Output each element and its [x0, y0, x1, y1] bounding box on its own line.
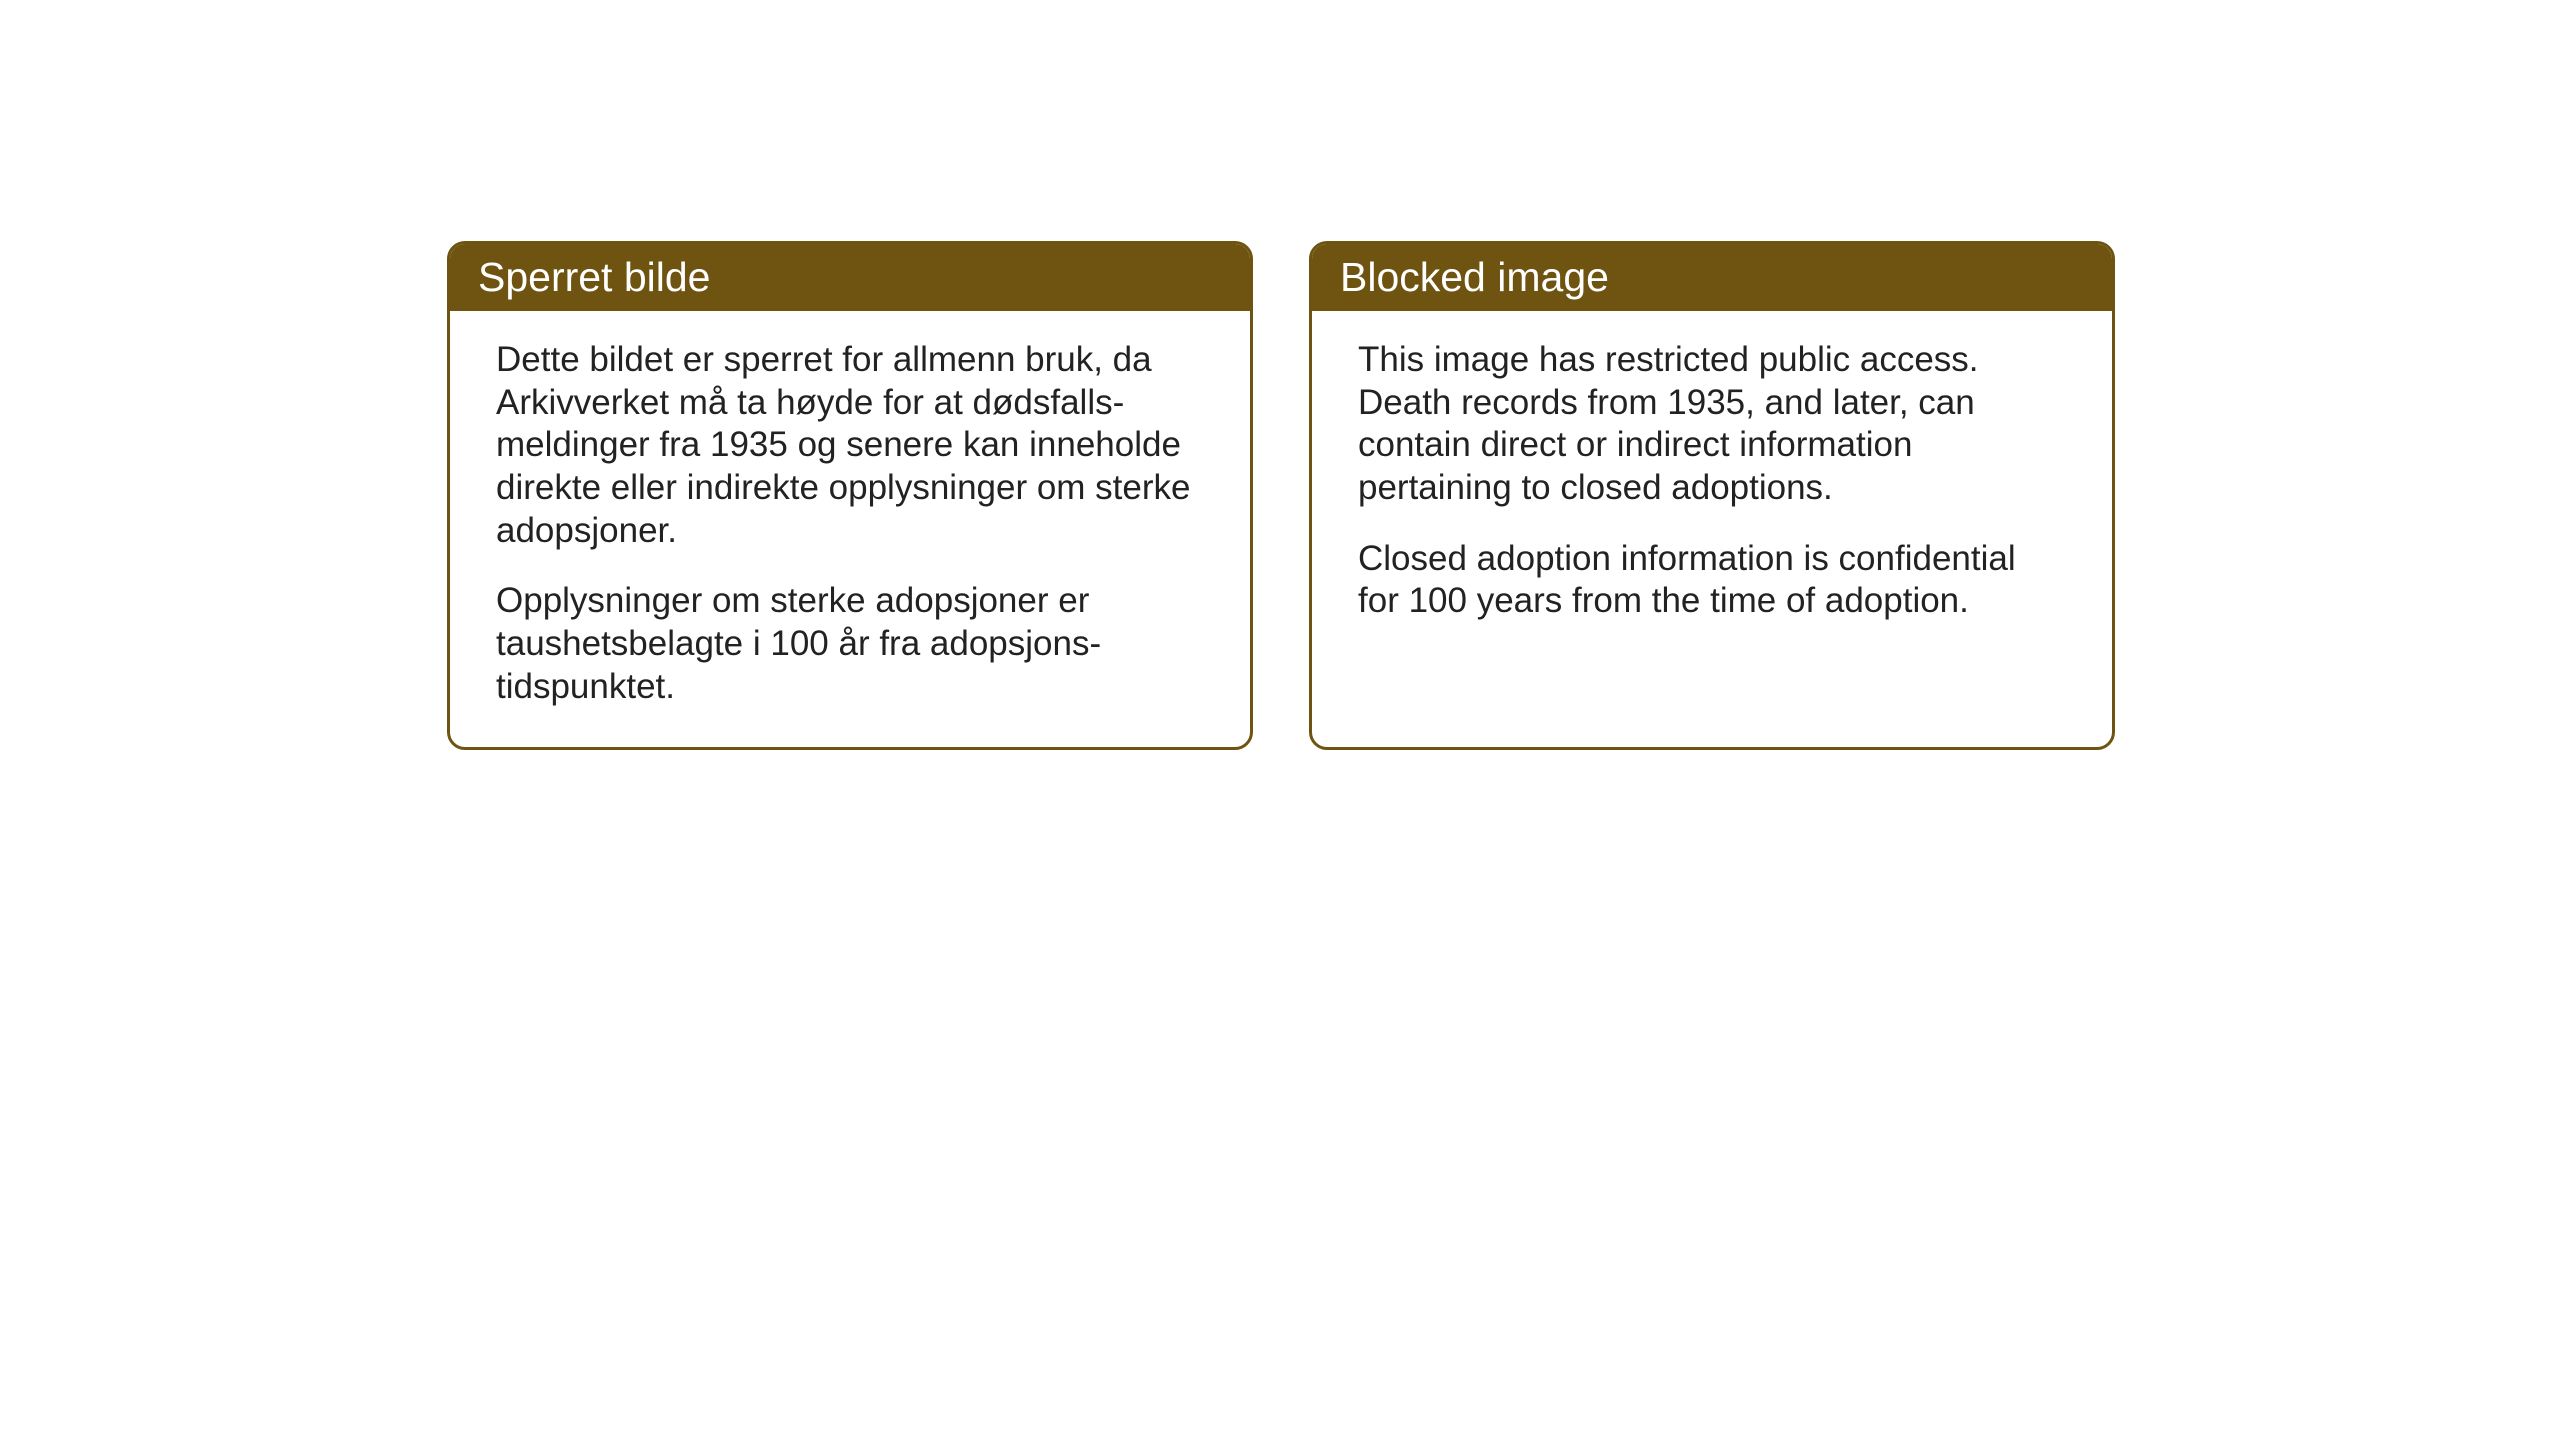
card-paragraph-2-english: Closed adoption information is confident…	[1358, 538, 2066, 623]
card-header-norwegian: Sperret bilde	[450, 244, 1250, 311]
card-title-norwegian: Sperret bilde	[478, 254, 710, 300]
notice-cards-container: Sperret bilde Dette bildet er sperret fo…	[447, 241, 2115, 750]
card-title-english: Blocked image	[1340, 254, 1609, 300]
card-paragraph-2-norwegian: Opplysninger om sterke adopsjoner er tau…	[496, 580, 1204, 708]
card-paragraph-1-norwegian: Dette bildet er sperret for allmenn bruk…	[496, 339, 1204, 552]
blocked-image-card-english: Blocked image This image has restricted …	[1309, 241, 2115, 750]
card-header-english: Blocked image	[1312, 244, 2112, 311]
card-paragraph-1-english: This image has restricted public access.…	[1358, 339, 2066, 510]
card-body-norwegian: Dette bildet er sperret for allmenn bruk…	[450, 311, 1250, 747]
card-body-english: This image has restricted public access.…	[1312, 311, 2112, 703]
blocked-image-card-norwegian: Sperret bilde Dette bildet er sperret fo…	[447, 241, 1253, 750]
